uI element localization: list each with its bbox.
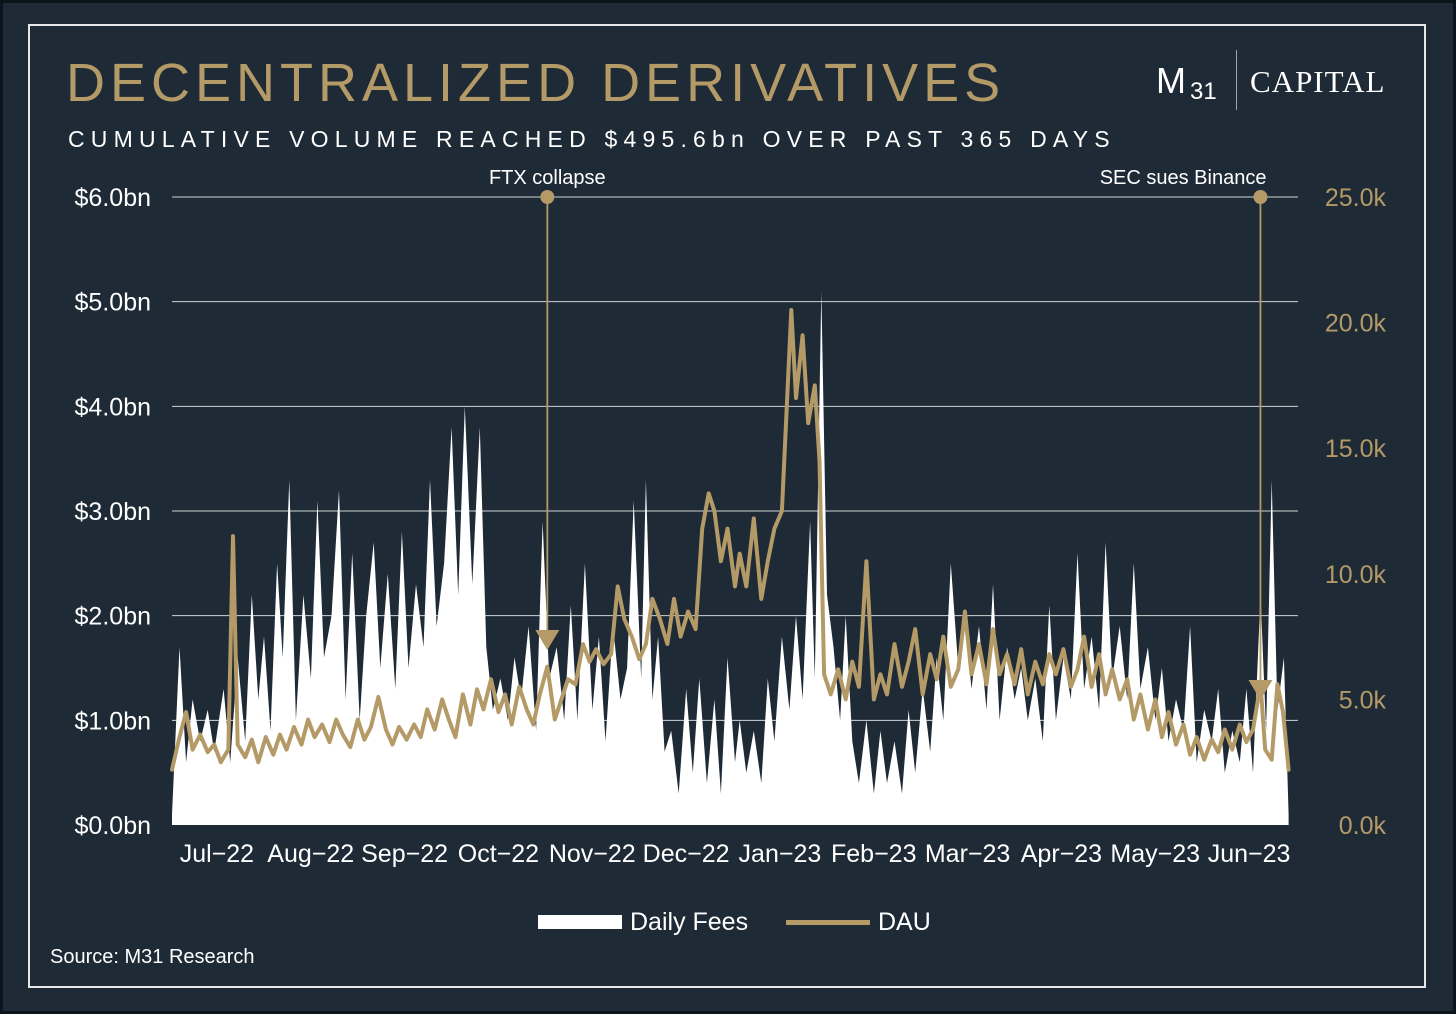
m31-capital-logo: M 31 CAPITAL <box>1156 50 1396 114</box>
legend-label-dau: DAU <box>878 907 931 936</box>
logo-m: M <box>1156 60 1186 101</box>
y-left-tick-label: $5.0bn <box>75 289 151 317</box>
y-left-tick-label: $6.0bn <box>75 184 151 212</box>
x-tick-label: Feb−23 <box>831 840 917 868</box>
y-left-tick-label: $1.0bn <box>75 707 151 735</box>
source-note: Source: M31 Research <box>50 946 255 968</box>
legend-swatch-dau <box>786 919 870 925</box>
y-right-tick-label: 0.0k <box>1339 812 1387 840</box>
legend-item-fees: Daily Fees <box>538 906 748 938</box>
annotation-dot <box>1253 190 1268 204</box>
y-left-tick-label: $3.0bn <box>75 498 151 526</box>
x-tick-label: Mar−23 <box>925 840 1010 868</box>
logo-31: 31 <box>1190 78 1217 105</box>
chart-title: DECENTRALIZED DERIVATIVES <box>66 53 1006 113</box>
y-right-tick-label: 15.0k <box>1325 435 1387 463</box>
x-tick-label: Sep−22 <box>361 840 448 868</box>
y-right-tick-label: 20.0k <box>1325 310 1387 338</box>
x-tick-label: Jan−23 <box>739 840 822 868</box>
x-tick-label: May−23 <box>1110 840 1200 868</box>
y-left-tick-label: $2.0bn <box>75 603 151 631</box>
logo-divider <box>1236 50 1237 110</box>
annotation-dot <box>540 190 555 204</box>
logo-capital: CAPITAL <box>1250 64 1386 99</box>
x-tick-label: Jul−22 <box>180 840 254 868</box>
series-dau-line <box>170 308 1291 772</box>
y-left-tick-label: $0.0bn <box>75 812 151 840</box>
annotation-arrow <box>535 630 560 650</box>
y-right-tick-label: 10.0k <box>1325 561 1387 589</box>
annotation-label: SEC sues Binance <box>1100 167 1267 189</box>
annotation-arrow <box>1248 680 1273 700</box>
legend-label-fees: Daily Fees <box>630 907 749 936</box>
x-tick-label: Aug−22 <box>267 840 354 868</box>
y-right-tick-label: 5.0k <box>1339 686 1387 714</box>
chart-subtitle: CUMULATIVE VOLUME REACHED $495.6bn OVER … <box>68 126 1116 152</box>
x-tick-label: Jun−23 <box>1208 840 1291 868</box>
y-right-tick-label: 25.0k <box>1325 184 1387 212</box>
x-tick-label: Dec−22 <box>643 840 730 868</box>
series-daily-fees-area <box>172 291 1289 825</box>
y-left-tick-label: $4.0bn <box>75 393 151 421</box>
x-tick-label: Oct−22 <box>458 840 539 868</box>
x-tick-label: Nov−22 <box>549 840 636 868</box>
legend-item-dau: DAU <box>786 906 931 938</box>
inner-border <box>28 24 1426 988</box>
annotation-label: FTX collapse <box>489 167 606 189</box>
x-tick-label: Apr−23 <box>1021 840 1102 868</box>
legend-swatch-fees <box>538 915 622 929</box>
